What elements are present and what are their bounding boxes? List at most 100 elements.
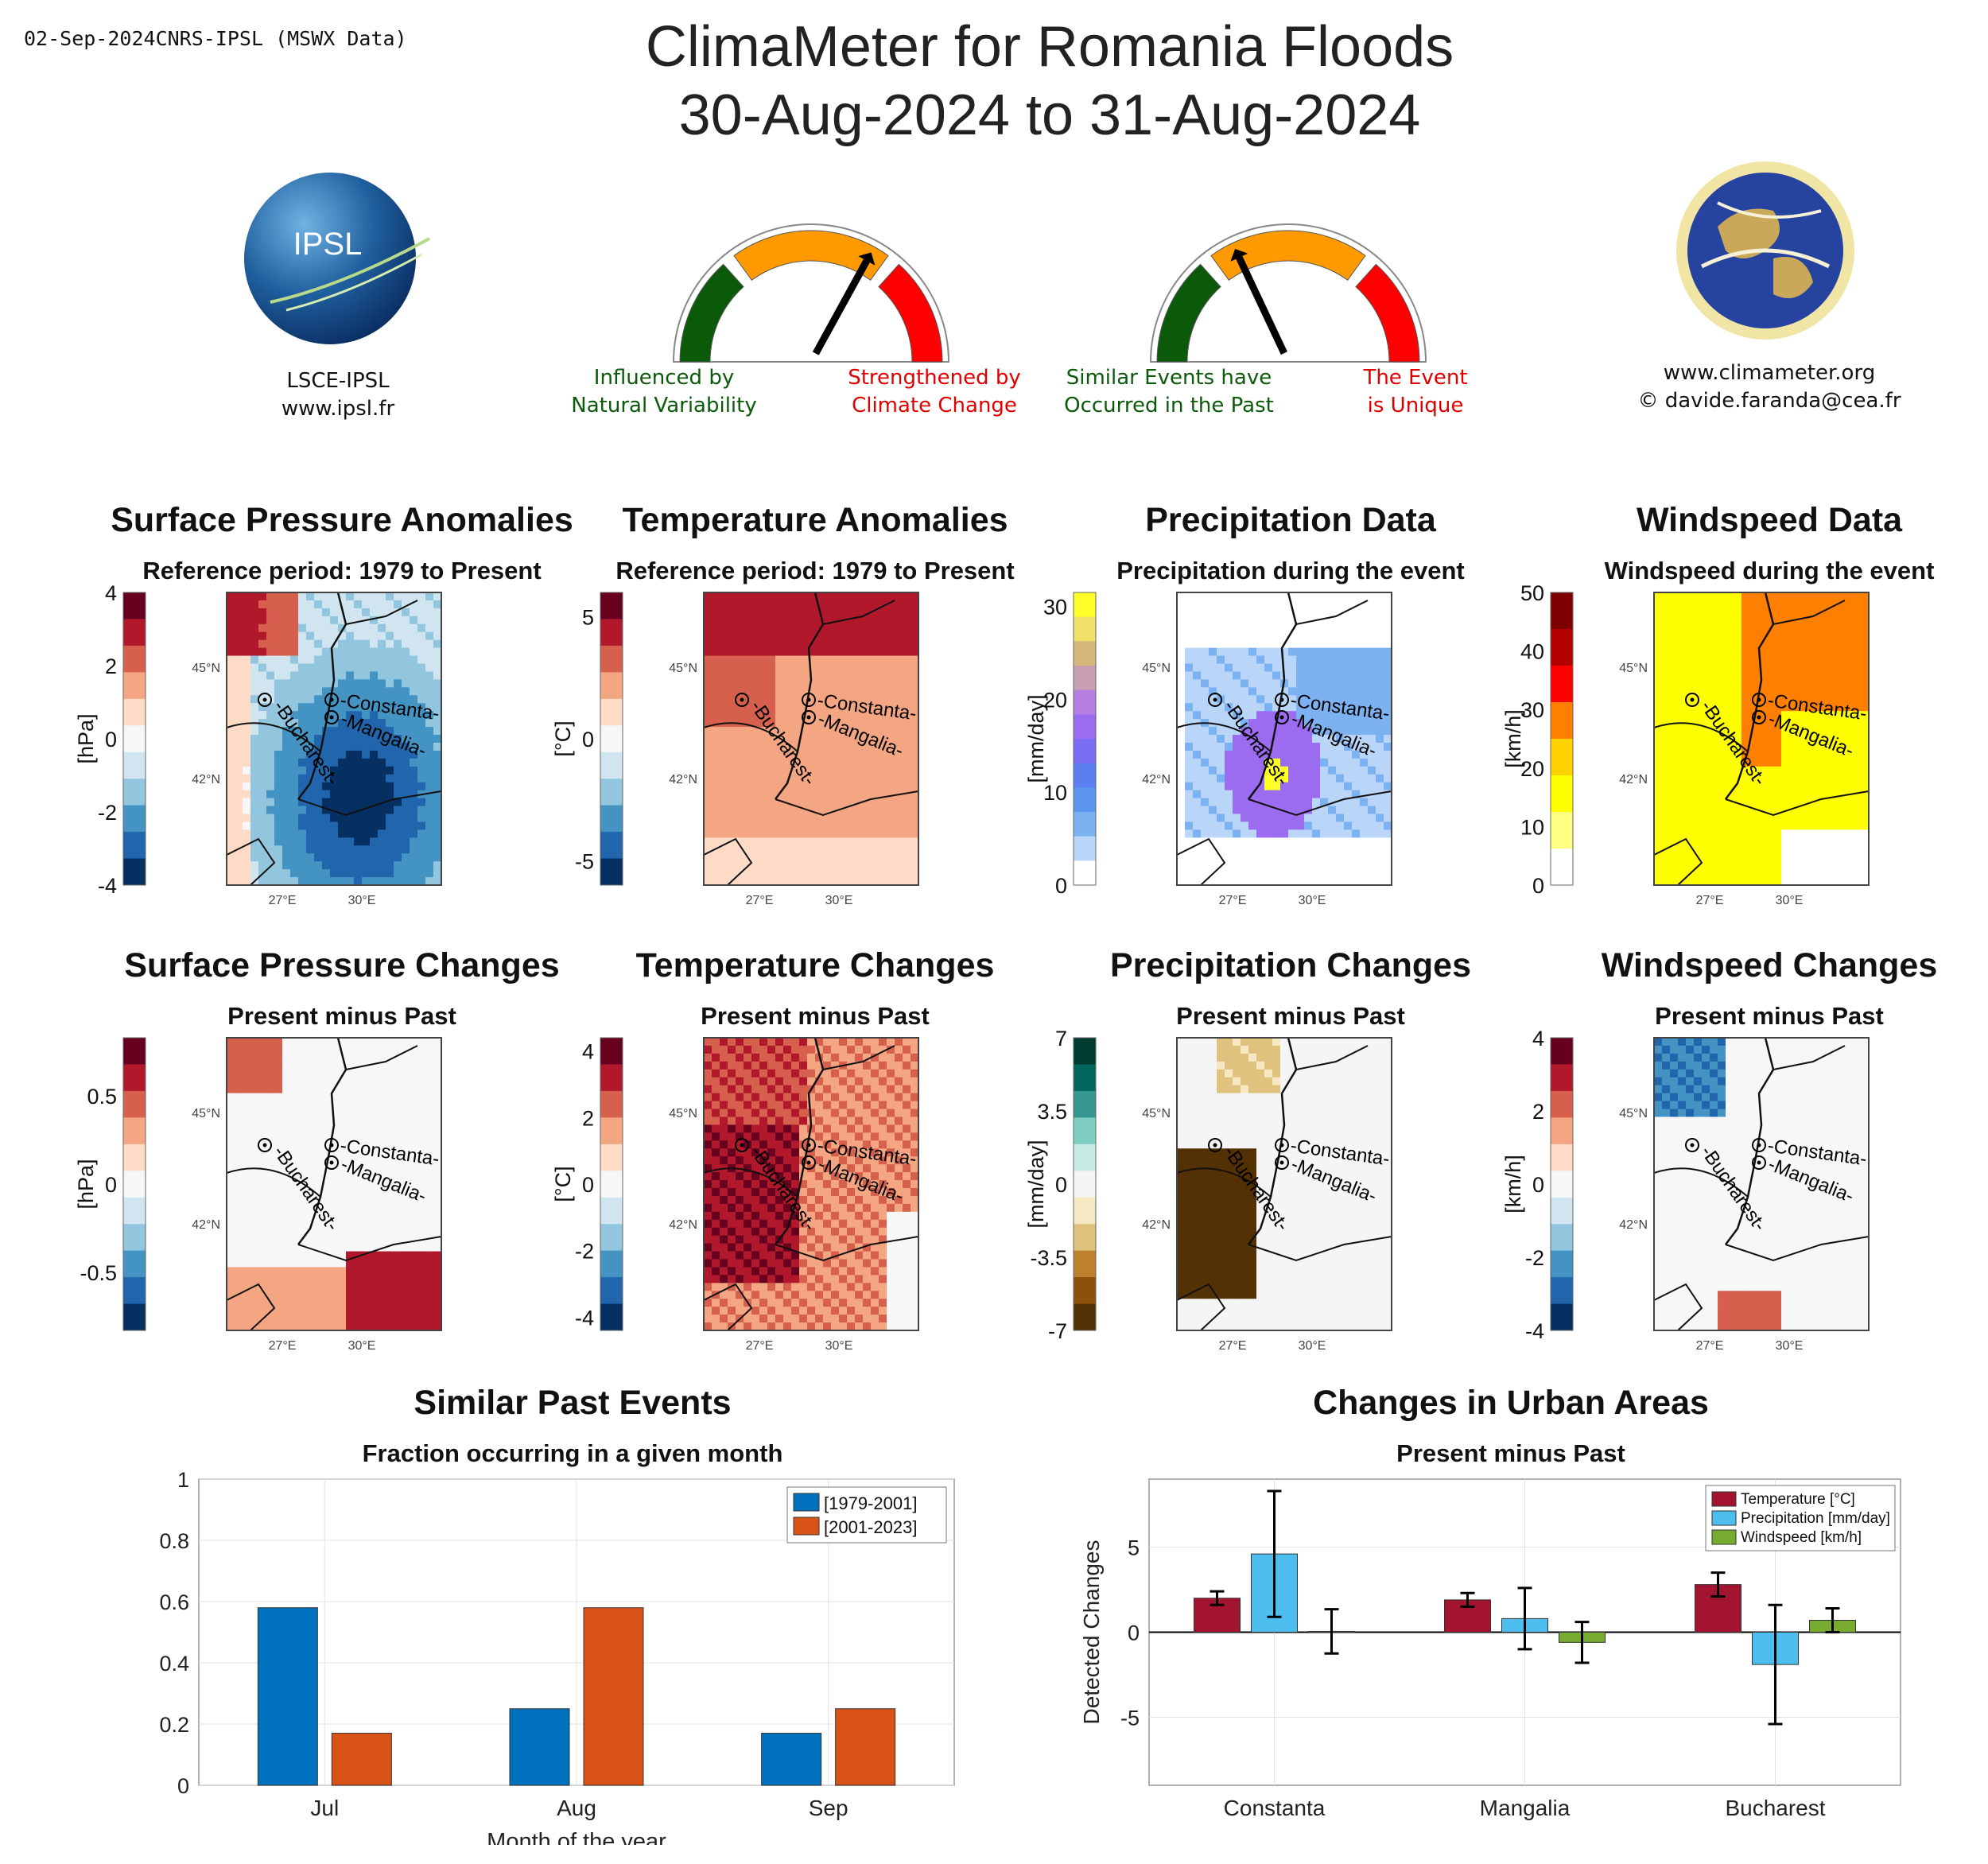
map-cell — [1248, 837, 1257, 846]
map-cell — [306, 798, 315, 807]
map-cell — [1694, 735, 1703, 744]
map-cell — [831, 806, 840, 815]
colorbar-tick-label: 30 — [1520, 698, 1544, 722]
map-cell — [751, 758, 760, 767]
map-cell — [298, 663, 307, 673]
map-cell — [807, 853, 816, 862]
map-cell — [744, 639, 752, 649]
map-cell — [250, 742, 259, 751]
map-cell — [1225, 719, 1233, 728]
map-cell — [306, 1101, 315, 1110]
map-cell — [346, 1116, 355, 1126]
map-cell — [1384, 687, 1392, 696]
map-cell — [903, 663, 911, 673]
map-cell — [1757, 600, 1766, 609]
map-cell — [1209, 671, 1217, 681]
map-cell — [1789, 845, 1798, 854]
map-cell — [1853, 845, 1862, 854]
map-cell — [417, 1053, 426, 1062]
map-cell — [775, 869, 784, 878]
map-cell — [235, 1109, 243, 1118]
map-cell — [1678, 869, 1687, 878]
map-cell — [712, 631, 720, 641]
map-cell — [720, 671, 728, 681]
map-cell — [314, 727, 323, 736]
map-cell — [362, 679, 371, 688]
map-cell — [759, 663, 768, 673]
map-cell — [330, 1109, 339, 1118]
map-cell — [402, 774, 410, 783]
map-cell — [783, 671, 792, 681]
map-cell — [362, 829, 371, 838]
map-cell — [282, 750, 291, 759]
map-cell — [1718, 742, 1726, 751]
map-cell — [704, 647, 712, 657]
map-cell — [282, 1109, 291, 1118]
map-cell — [1662, 671, 1671, 681]
map-cell — [394, 1195, 402, 1205]
map-cell — [1773, 750, 1782, 759]
map-cell — [250, 639, 259, 649]
map-cell — [290, 750, 299, 759]
map-cell — [386, 845, 394, 854]
map-cell — [1352, 766, 1361, 775]
map-cell — [258, 1124, 267, 1133]
map-cell — [759, 853, 768, 862]
map-cell — [759, 719, 768, 728]
map-cell — [1368, 639, 1376, 649]
map-cell — [775, 774, 784, 783]
map-cell — [1757, 655, 1766, 665]
map-cell — [402, 1259, 410, 1268]
map-cell — [807, 600, 816, 609]
map-cell — [903, 861, 911, 870]
map-cell — [1201, 616, 1209, 625]
map-cell — [1360, 687, 1369, 696]
map-cell — [433, 845, 442, 854]
map-cell — [314, 671, 323, 681]
map-cell — [1256, 869, 1265, 878]
map-cell — [1272, 647, 1281, 657]
map-cell — [839, 655, 848, 665]
map-cell — [1829, 790, 1838, 799]
map-cell — [1256, 766, 1265, 775]
map-cell — [1789, 703, 1798, 712]
map-cell — [1797, 719, 1806, 728]
map-cell — [1678, 623, 1687, 633]
map-cell — [903, 679, 911, 688]
map-cell — [823, 766, 832, 775]
map-cell — [425, 1156, 434, 1165]
map-cell — [871, 600, 879, 609]
colorbar-tick-label: 50 — [1520, 584, 1544, 605]
map-cell — [354, 829, 363, 838]
map-cell — [1805, 774, 1814, 783]
map-cell — [346, 758, 355, 767]
map-cell — [799, 750, 808, 759]
map-cell — [1837, 616, 1846, 625]
map-cell — [362, 695, 371, 704]
map-cell — [1718, 758, 1726, 767]
map-cell — [338, 616, 347, 625]
map-cell — [394, 766, 402, 775]
map-cell — [417, 821, 426, 830]
map-cell — [1813, 869, 1822, 878]
map-cell — [274, 719, 283, 728]
map-cell — [1177, 735, 1186, 744]
map-cell — [1304, 719, 1313, 728]
map-cell — [759, 837, 768, 846]
map-cell — [1741, 861, 1750, 870]
colorbar-frame — [600, 592, 623, 886]
map-cell — [425, 1140, 434, 1149]
map-cell — [235, 1085, 243, 1094]
map-cell — [839, 679, 848, 688]
map-cell — [1177, 853, 1186, 862]
map-cell — [767, 592, 776, 601]
map-cell — [704, 671, 712, 681]
map-cell — [386, 877, 394, 886]
map-cell — [433, 869, 442, 878]
map-cell — [887, 600, 895, 609]
map-cell — [1193, 837, 1202, 846]
map-cell — [1312, 861, 1321, 870]
map-cell — [354, 853, 363, 862]
map-cell — [402, 1164, 410, 1173]
map-cell — [807, 806, 816, 815]
